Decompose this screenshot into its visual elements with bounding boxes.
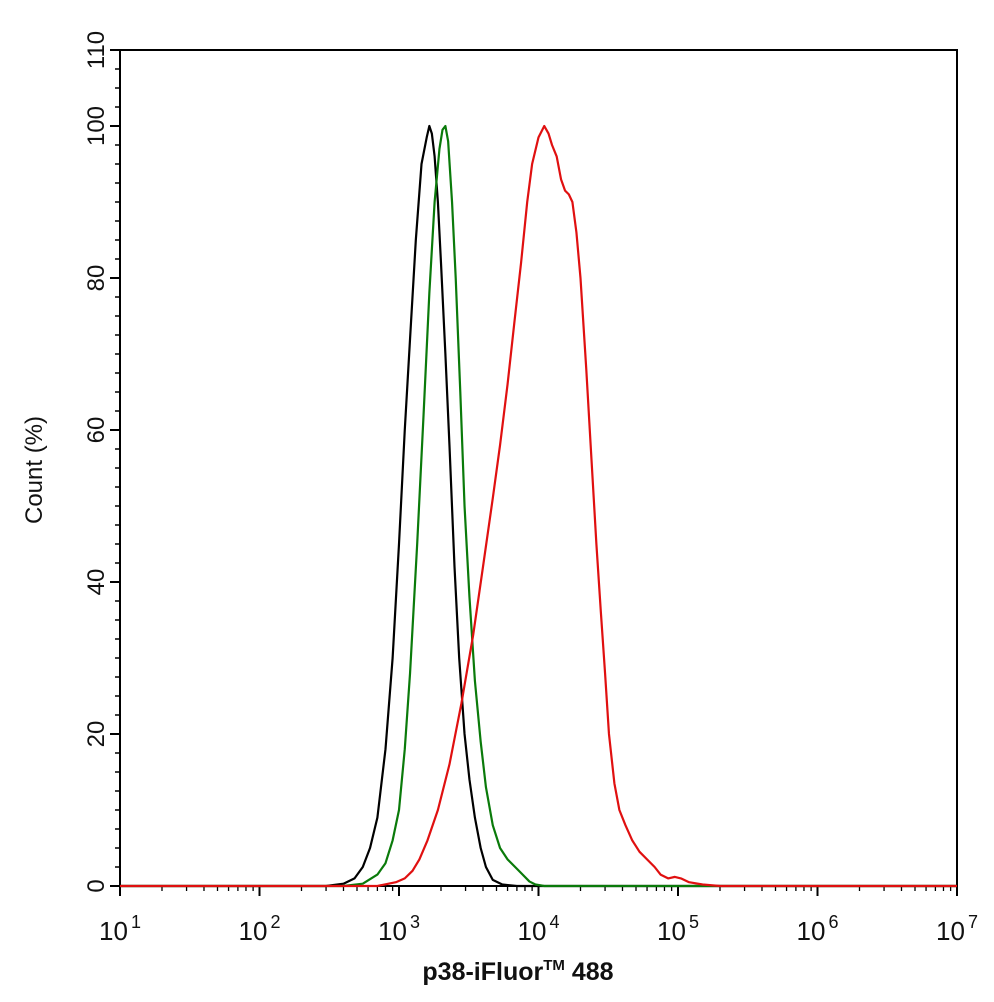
x-tick-exponent: 3 — [410, 912, 420, 932]
x-tick-label: 10 4 — [518, 912, 560, 946]
series-lines — [120, 124, 957, 888]
x-tick-label: 10 5 — [657, 912, 699, 946]
y-tick-label: 60 — [83, 417, 110, 444]
x-tick-label: 10 1 — [99, 912, 141, 946]
y-axis-title: Count (%) — [21, 416, 48, 524]
series-line-3 — [120, 124, 957, 888]
x-tick-exponent: 6 — [828, 912, 838, 932]
x-tick-base: 10 — [936, 916, 965, 946]
x-tick-label: 10 6 — [797, 912, 839, 946]
x-tick-label: 10 2 — [239, 912, 281, 946]
y-tick-label: 100 — [83, 106, 110, 146]
x-tick-base: 10 — [99, 916, 128, 946]
series-line-1 — [120, 124, 957, 888]
x-tick-label: 10 3 — [378, 912, 420, 946]
x-axis-title-suffix: 488 — [565, 958, 614, 986]
x-axis-title: p38-iFluorTM 488 — [422, 957, 613, 986]
x-tick-exponent: 7 — [968, 912, 978, 932]
axis-ticks — [110, 49, 958, 896]
series-line-2 — [120, 124, 957, 888]
x-tick-base: 10 — [239, 916, 268, 946]
x-tick-base: 10 — [797, 916, 826, 946]
x-tick-exponent: 2 — [270, 912, 280, 932]
x-tick-exponent: 4 — [549, 912, 559, 932]
plot-frame — [119, 49, 958, 887]
x-tick-base: 10 — [518, 916, 547, 946]
y-tick-label: 20 — [83, 721, 110, 748]
x-axis-title-main: p38-iFluor — [422, 958, 543, 986]
y-tick-label: 40 — [83, 569, 110, 596]
x-tick-exponent: 5 — [689, 912, 699, 932]
y-tick-label: 80 — [83, 265, 110, 292]
x-axis-title-superscript: TM — [543, 957, 565, 974]
x-tick-label: 10 7 — [936, 912, 978, 946]
y-tick-label: 110 — [83, 31, 110, 69]
plot-area — [119, 49, 958, 887]
y-tick-label: 0 — [83, 879, 110, 892]
x-tick-base: 10 — [378, 916, 407, 946]
x-tick-exponent: 1 — [131, 912, 141, 932]
x-tick-base: 10 — [657, 916, 686, 946]
